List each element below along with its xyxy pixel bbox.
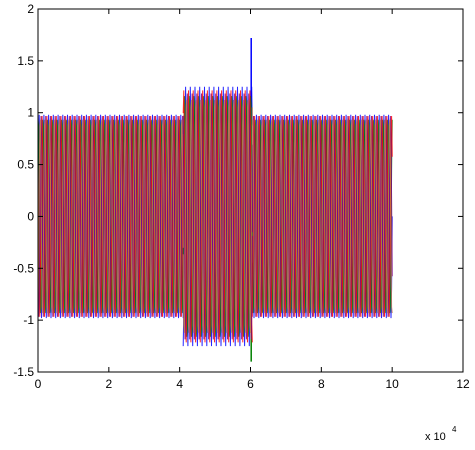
x-tick-label: 4: [176, 377, 183, 391]
x-tick-label: 6: [247, 377, 254, 391]
y-tick-label: -1.5: [13, 365, 34, 379]
series-line: [37, 115, 184, 317]
x-axis-multiplier: x 10: [425, 431, 446, 443]
y-tick-label: 1.5: [17, 54, 34, 68]
x-tick-label: 8: [318, 377, 325, 391]
y-tick-label: 2: [27, 2, 34, 16]
x-tick-label: 2: [105, 377, 112, 391]
x-tick-label: 10: [385, 377, 399, 391]
x-axis-multiplier-exponent: 4: [452, 425, 457, 434]
series-layer: [37, 38, 393, 362]
series-line: [251, 119, 393, 314]
y-tick-label: -1: [23, 313, 34, 327]
series-line: [182, 99, 253, 333]
axis-layer: 0 2 4 6 8 10 12 2 1.5 1 0.5 0 -0.5 -1 -1.5: [13, 2, 470, 391]
series-line: [37, 119, 184, 314]
y-tick-label: 0.5: [17, 158, 34, 172]
y-tick-label: -0.5: [13, 261, 34, 275]
x-tick-label: 12: [456, 377, 470, 391]
y-tick-label: 0: [27, 209, 34, 223]
y-tick-label: 1: [27, 106, 34, 120]
x-tick-label: 0: [35, 377, 42, 391]
